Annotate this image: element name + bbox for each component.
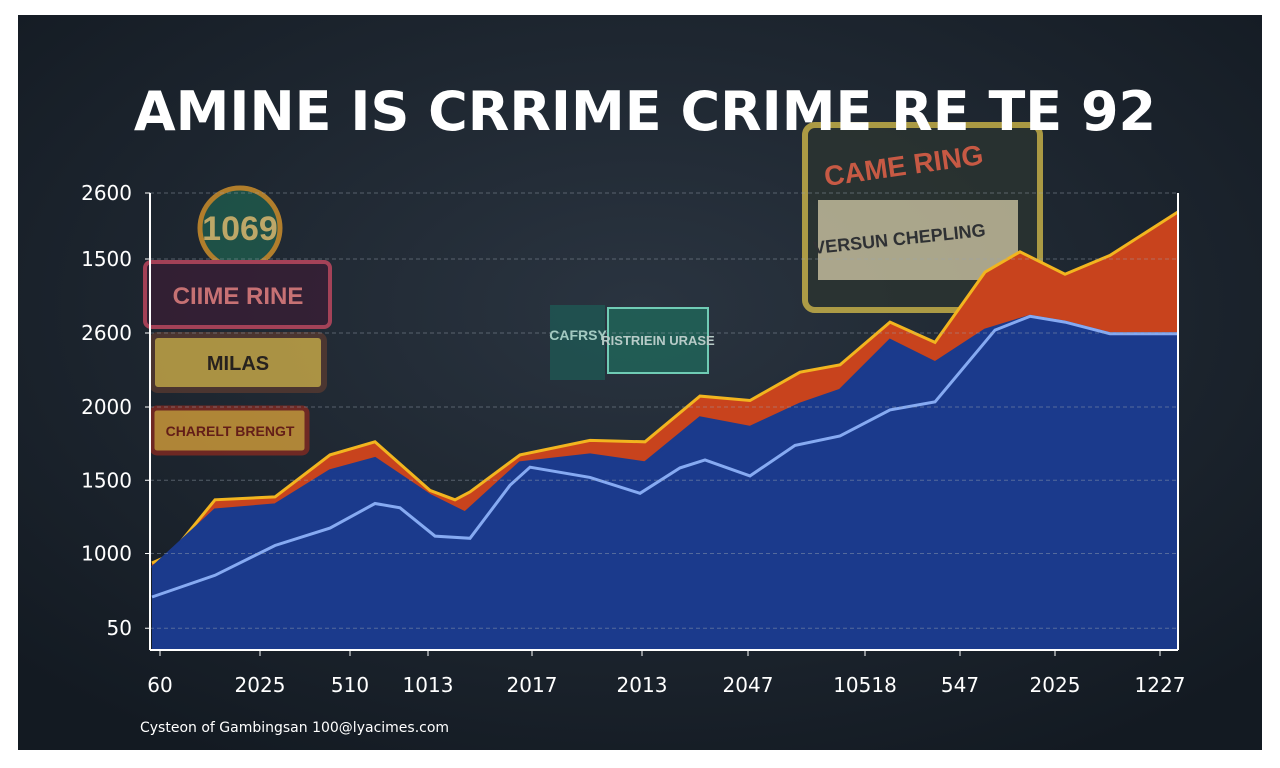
sign-text: MILAS: [207, 353, 269, 375]
x-tick-label: 1013: [403, 673, 454, 697]
plot: 2600 1500 2600 2000 1500 1000 50 60 2025 510 1013 2…: [81, 181, 1185, 697]
x-tick-label: 2017: [507, 673, 558, 697]
x-tick-label: 547: [941, 673, 979, 697]
sign-shape: [143, 260, 332, 329]
sign-shape: [550, 305, 605, 380]
chart-title: AMINE IS CRRIME CRIME RE TE 92: [134, 80, 1156, 143]
y-tick-label: 2600: [81, 181, 132, 205]
sign-text: 1069: [202, 210, 278, 248]
x-tick-label: 510: [331, 673, 369, 697]
y-tick-label: 2000: [81, 395, 132, 419]
x-tick-label: 10518: [833, 673, 897, 697]
x-tick-label: 60: [147, 673, 172, 697]
footer: Cysteon of Gambingsan 100@lyacimes.com: [140, 720, 449, 736]
x-tick-label: 2025: [1030, 673, 1081, 697]
y-tick-label: 1500: [81, 468, 132, 492]
y-tick-label: 1500: [81, 247, 132, 271]
x-tick-label: 1227: [1135, 673, 1186, 697]
x-tick-label: 2013: [617, 673, 668, 697]
sign-text: CAFRSY: [549, 327, 607, 343]
x-tick-label: 2047: [723, 673, 774, 697]
sign-shape: [818, 200, 1018, 280]
sign-shape: [607, 307, 709, 374]
sign-shape: [149, 332, 327, 393]
area-edge: [151, 210, 1179, 565]
sign-text: CHARELT BRENGT: [166, 423, 295, 439]
y-tick-label: 1000: [81, 542, 132, 566]
line: [151, 314, 1178, 599]
y-tick-label: 2600: [81, 321, 132, 345]
sign-shape: [149, 405, 310, 456]
y-tick-label: 50: [107, 616, 132, 640]
sign-text: CIIME RINE: [173, 283, 304, 310]
sign-text: RISTRIEIN URASE: [601, 333, 715, 348]
x-tick-label: 2025: [235, 673, 286, 697]
background-signs: 1069 CIIME RINE MILAS CHARELT BRENGT CAF…: [143, 122, 1043, 456]
area: [152, 316, 1178, 650]
